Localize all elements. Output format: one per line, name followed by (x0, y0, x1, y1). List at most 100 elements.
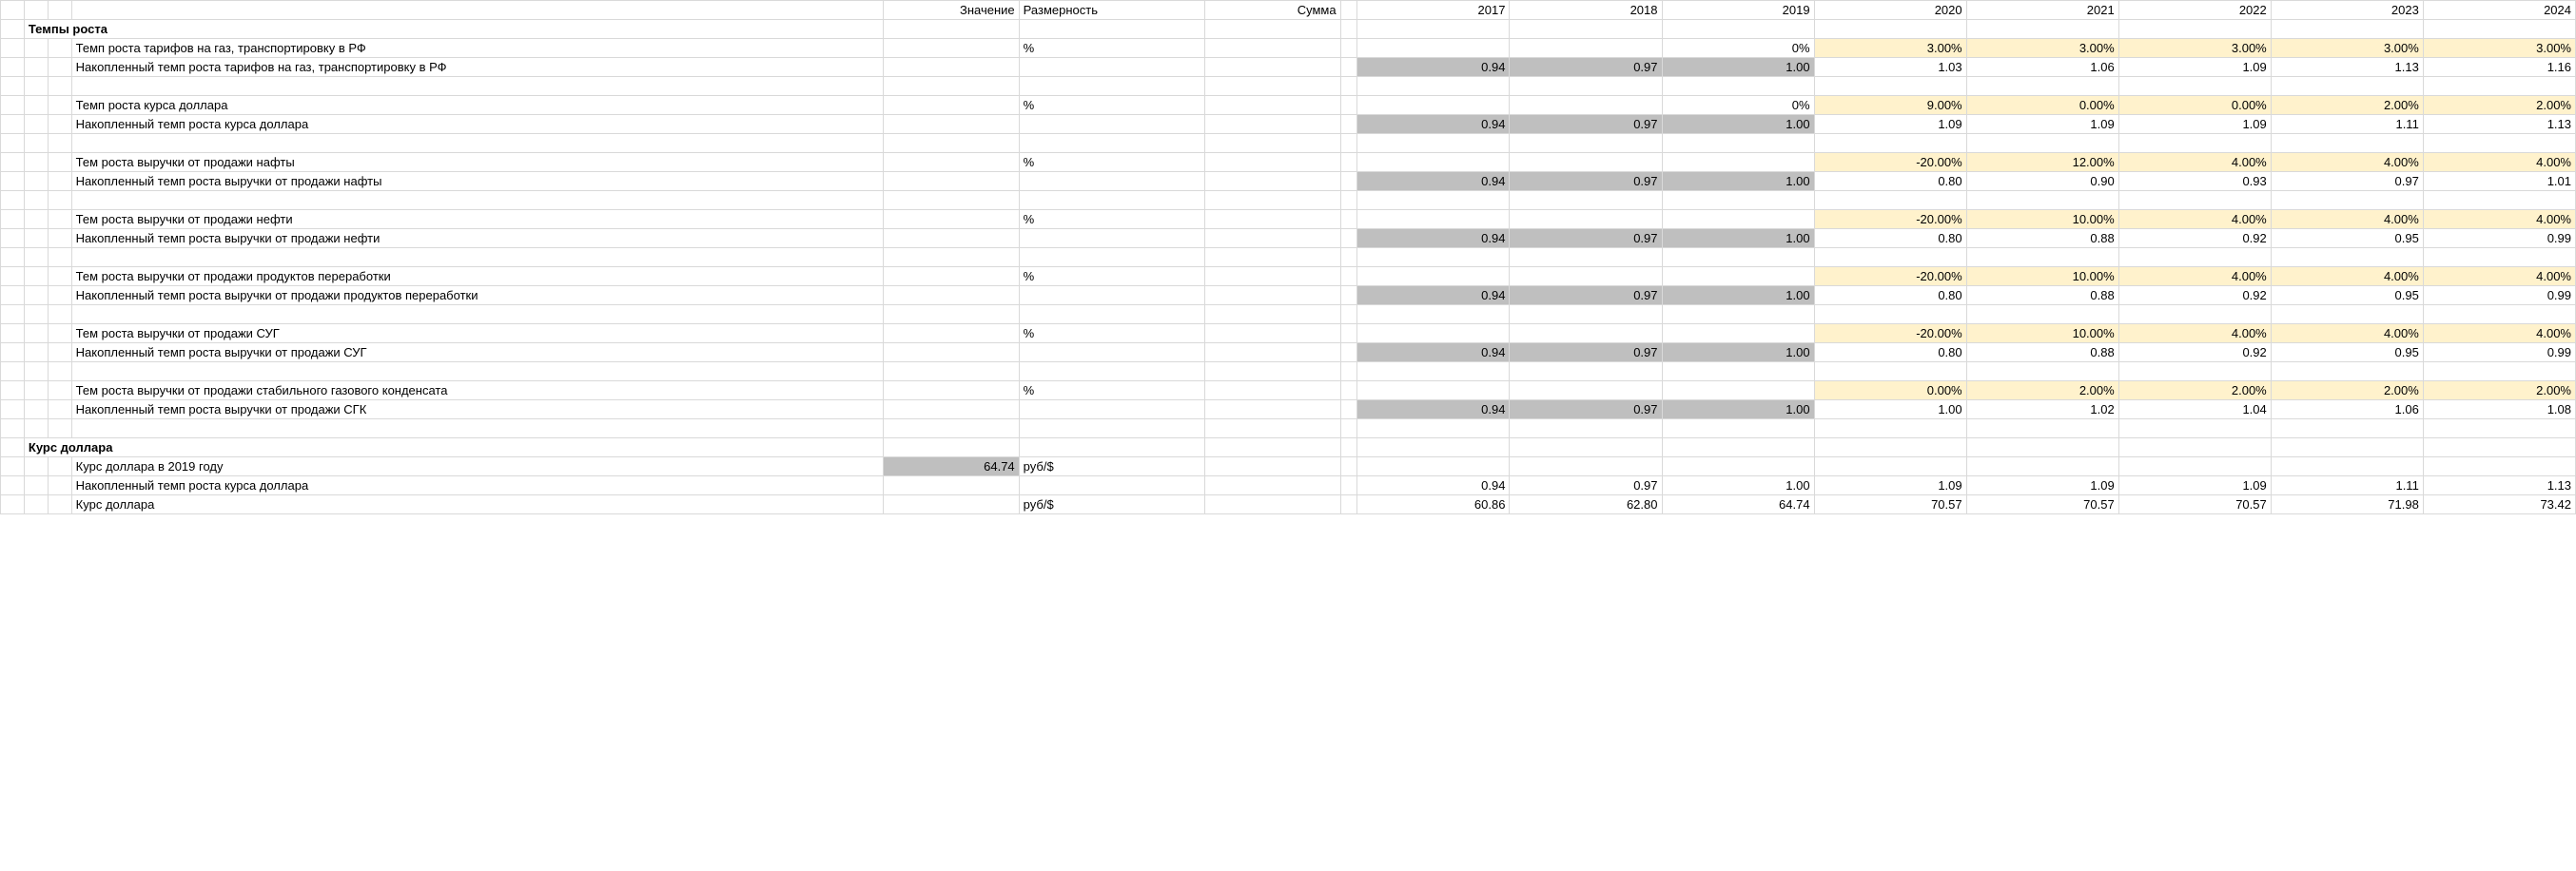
value-cell[interactable] (884, 324, 1019, 343)
unit-cell[interactable] (1019, 115, 1205, 134)
data-cell[interactable]: 1.16 (2423, 58, 2575, 77)
data-cell[interactable] (2423, 362, 2575, 381)
data-cell[interactable]: 0.80 (1814, 172, 1966, 191)
data-cell[interactable] (1357, 305, 1510, 324)
data-cell[interactable]: 2.00% (2423, 96, 2575, 115)
data-cell[interactable]: 1.00 (1662, 400, 1814, 419)
data-cell[interactable] (2271, 457, 2423, 476)
data-cell[interactable]: 1.11 (2271, 476, 2423, 495)
value-cell[interactable] (884, 476, 1019, 495)
unit-cell[interactable] (1019, 172, 1205, 191)
data-cell[interactable]: 4.00% (2423, 267, 2575, 286)
data-cell[interactable] (1510, 267, 1662, 286)
data-cell[interactable] (1510, 96, 1662, 115)
data-cell[interactable]: 1.13 (2423, 115, 2575, 134)
data-cell[interactable]: 0.99 (2423, 343, 2575, 362)
sum-cell[interactable] (1205, 58, 1340, 77)
data-cell[interactable] (1357, 39, 1510, 58)
data-cell[interactable] (1662, 381, 1814, 400)
data-cell[interactable]: 71.98 (2271, 495, 2423, 514)
data-cell[interactable] (1357, 381, 1510, 400)
data-cell[interactable]: 0.99 (2423, 286, 2575, 305)
data-cell[interactable] (2271, 248, 2423, 267)
data-cell[interactable]: 0.88 (1966, 229, 2118, 248)
unit-cell[interactable] (1019, 229, 1205, 248)
sum-cell[interactable] (1205, 457, 1340, 476)
data-cell[interactable]: 0.80 (1814, 343, 1966, 362)
data-cell[interactable] (1814, 77, 1966, 96)
data-cell[interactable] (2271, 20, 2423, 39)
data-cell[interactable]: 2.00% (2271, 96, 2423, 115)
data-cell[interactable]: 1.00 (1662, 229, 1814, 248)
value-cell[interactable] (884, 210, 1019, 229)
data-cell[interactable] (1357, 324, 1510, 343)
data-cell[interactable]: 10.00% (1966, 210, 2118, 229)
data-cell[interactable]: 70.57 (1814, 495, 1966, 514)
value-cell[interactable] (884, 172, 1019, 191)
data-cell[interactable]: 1.00 (1662, 58, 1814, 77)
sum-cell[interactable] (1205, 495, 1340, 514)
data-cell[interactable]: 4.00% (2271, 324, 2423, 343)
data-cell[interactable] (1357, 419, 1510, 438)
data-cell[interactable] (2118, 20, 2271, 39)
data-cell[interactable] (1662, 305, 1814, 324)
data-cell[interactable] (1966, 77, 2118, 96)
sum-cell[interactable] (1205, 153, 1340, 172)
value-cell[interactable] (884, 96, 1019, 115)
data-cell[interactable]: -20.00% (1814, 153, 1966, 172)
row-label[interactable]: Накопленный темп роста выручки от продаж… (71, 343, 884, 362)
sum-cell[interactable] (1205, 96, 1340, 115)
row-label[interactable]: Накопленный темп роста выручки от продаж… (71, 229, 884, 248)
data-cell[interactable]: 1.02 (1966, 400, 2118, 419)
data-cell[interactable] (1510, 305, 1662, 324)
unit-cell[interactable]: % (1019, 210, 1205, 229)
data-cell[interactable]: 0.97 (1510, 476, 1662, 495)
data-cell[interactable]: 1.04 (2118, 400, 2271, 419)
data-cell[interactable] (1510, 20, 1662, 39)
unit-cell[interactable]: % (1019, 39, 1205, 58)
unit-cell[interactable]: % (1019, 381, 1205, 400)
data-cell[interactable]: 0.97 (1510, 286, 1662, 305)
data-cell[interactable]: 70.57 (2118, 495, 2271, 514)
data-cell[interactable]: 4.00% (2423, 153, 2575, 172)
data-cell[interactable] (2118, 191, 2271, 210)
data-cell[interactable] (1662, 134, 1814, 153)
data-cell[interactable]: 73.42 (2423, 495, 2575, 514)
data-cell[interactable] (1357, 96, 1510, 115)
data-cell[interactable] (2423, 134, 2575, 153)
data-cell[interactable]: 1.09 (2118, 58, 2271, 77)
data-cell[interactable]: 0.95 (2271, 343, 2423, 362)
sum-cell[interactable] (1205, 381, 1340, 400)
data-cell[interactable]: 1.09 (2118, 476, 2271, 495)
data-cell[interactable] (1357, 134, 1510, 153)
data-cell[interactable]: 4.00% (2271, 153, 2423, 172)
data-cell[interactable]: 0.97 (2271, 172, 2423, 191)
data-cell[interactable] (1662, 457, 1814, 476)
data-cell[interactable]: 1.09 (2118, 115, 2271, 134)
data-cell[interactable] (2271, 438, 2423, 457)
data-cell[interactable]: 0.94 (1357, 172, 1510, 191)
data-cell[interactable]: 0.95 (2271, 286, 2423, 305)
data-cell[interactable]: 0.97 (1510, 343, 1662, 362)
data-cell[interactable]: 1.03 (1814, 58, 1966, 77)
data-cell[interactable] (1357, 153, 1510, 172)
data-cell[interactable] (2423, 438, 2575, 457)
data-cell[interactable]: 0.94 (1357, 58, 1510, 77)
data-cell[interactable]: 2.00% (2118, 381, 2271, 400)
data-cell[interactable] (1357, 248, 1510, 267)
data-cell[interactable]: 1.00 (1662, 343, 1814, 362)
data-cell[interactable]: 1.01 (2423, 172, 2575, 191)
sum-cell[interactable] (1205, 286, 1340, 305)
data-cell[interactable] (2118, 419, 2271, 438)
data-cell[interactable]: 4.00% (2271, 210, 2423, 229)
sum-cell[interactable] (1205, 343, 1340, 362)
data-cell[interactable]: 70.57 (1966, 495, 2118, 514)
data-cell[interactable]: 0.95 (2271, 229, 2423, 248)
data-cell[interactable] (2423, 457, 2575, 476)
unit-cell[interactable] (1019, 476, 1205, 495)
data-cell[interactable]: 0.97 (1510, 400, 1662, 419)
data-cell[interactable] (1357, 457, 1510, 476)
data-cell[interactable]: 4.00% (2423, 324, 2575, 343)
data-cell[interactable] (1510, 362, 1662, 381)
row-label[interactable]: Тем роста выручки от продажи СУГ (71, 324, 884, 343)
